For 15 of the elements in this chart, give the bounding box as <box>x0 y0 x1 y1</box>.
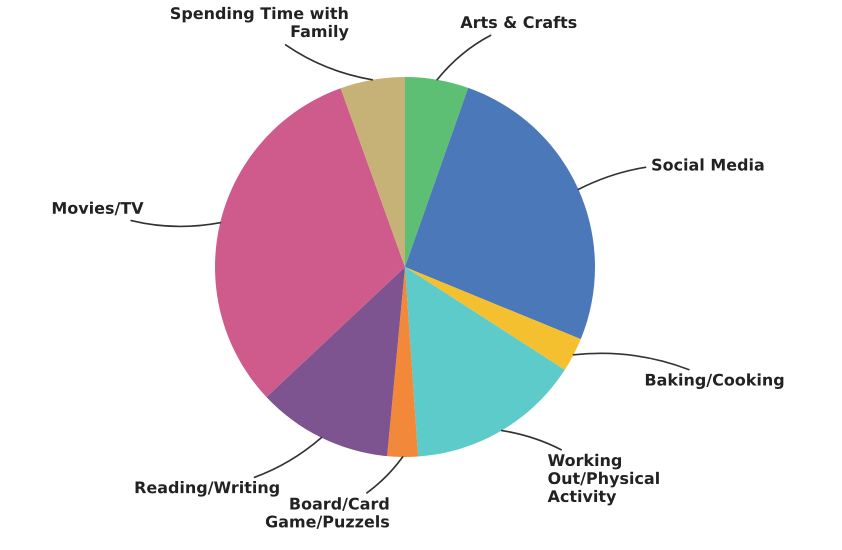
pie-slice <box>405 88 595 340</box>
slice-label: Movies/TV <box>52 202 144 216</box>
pie-slice <box>405 267 581 370</box>
slice-label: Social Media <box>652 158 764 171</box>
pie-slice <box>215 88 405 398</box>
pie-slice <box>340 77 405 267</box>
pie-slice <box>405 77 468 267</box>
slice-label: Reading/Writing <box>136 481 279 497</box>
slice-label: Spending Time with Family <box>170 6 349 40</box>
slice-label: Baking/Cooking <box>646 373 784 389</box>
pie-slice <box>266 267 405 456</box>
slice-label: Arts & Crafts <box>460 16 576 28</box>
pie-slice <box>387 267 418 457</box>
slice-label: Board/Card Game/Puzzels <box>266 497 390 529</box>
slice-label: Working Out/Physical Activity <box>548 454 659 506</box>
